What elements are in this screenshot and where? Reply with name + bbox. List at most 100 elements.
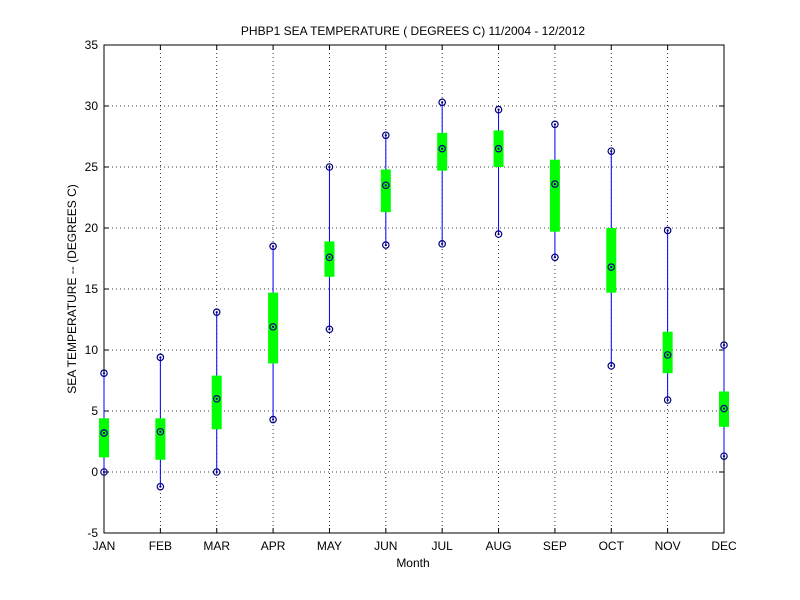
x-tick-label: APR — [261, 539, 286, 553]
median-marker-ring — [382, 181, 390, 190]
median-marker-dot — [610, 265, 613, 269]
boxplot-series — [99, 98, 729, 491]
x-tick-label: FEB — [149, 539, 172, 553]
median-marker — [100, 429, 108, 437]
median-marker-dot — [271, 325, 275, 328]
x-tick-label: JUL — [432, 539, 454, 553]
median-marker-ring — [720, 404, 728, 413]
max-marker-dot — [441, 101, 444, 104]
y-tick-label: 30 — [85, 99, 99, 113]
y-axis-label: SEA TEMPERATURE -- (DEGREES C) — [65, 184, 79, 394]
max-marker-dot — [102, 372, 106, 375]
y-tick-label: 0 — [91, 465, 98, 479]
max-marker-dot — [610, 150, 613, 153]
max-marker — [156, 353, 165, 362]
min-marker — [607, 362, 616, 370]
max-marker-ring — [607, 147, 616, 155]
box-jul — [437, 98, 448, 248]
x-tick-label: AUG — [486, 539, 512, 553]
median-marker-dot — [159, 430, 162, 433]
median-marker — [212, 394, 221, 403]
min-marker — [325, 325, 334, 334]
iqr-box — [99, 418, 109, 458]
min-marker-ring — [551, 253, 559, 262]
min-marker — [438, 240, 446, 248]
median-marker — [494, 144, 503, 153]
min-marker-dot — [159, 485, 162, 488]
iqr-box — [324, 241, 335, 277]
max-marker-dot — [666, 229, 669, 232]
min-marker — [156, 482, 165, 491]
max-marker — [720, 341, 728, 349]
min-marker-dot — [722, 455, 726, 458]
iqr-box — [662, 331, 673, 374]
min-marker — [100, 468, 108, 476]
min-marker-ring — [269, 415, 277, 424]
x-tick-label: MAR — [203, 539, 230, 553]
min-marker — [382, 241, 390, 249]
chart-title: PHBP1 SEA TEMPERATURE ( DEGREES C) 11/20… — [241, 24, 585, 38]
max-marker-ring — [382, 131, 390, 140]
min-marker — [494, 230, 503, 238]
median-marker — [269, 323, 277, 331]
max-marker — [551, 120, 559, 129]
min-marker-ring — [438, 240, 446, 248]
max-marker — [607, 147, 616, 155]
median-marker — [663, 351, 672, 359]
box-sep — [549, 120, 560, 262]
max-marker-ring — [494, 105, 503, 114]
max-marker-ring — [269, 242, 277, 251]
median-marker-dot — [553, 182, 557, 186]
median-marker-dot — [102, 431, 106, 435]
min-marker — [551, 253, 559, 262]
min-marker — [720, 452, 728, 460]
min-marker-ring — [212, 468, 221, 476]
median-marker — [720, 404, 728, 413]
median-marker — [607, 263, 616, 271]
iqr-box — [549, 159, 560, 232]
median-marker-dot — [497, 147, 500, 150]
min-marker-dot — [610, 364, 613, 367]
iqr-box — [606, 228, 617, 293]
max-marker-dot — [159, 356, 162, 359]
iqr-box — [380, 169, 391, 213]
x-tick-label: DEC — [711, 539, 737, 553]
box-oct — [606, 147, 617, 370]
iqr-box — [268, 292, 279, 364]
min-marker-ring — [156, 482, 165, 491]
median-marker — [325, 253, 334, 262]
max-marker — [212, 308, 221, 316]
box-aug — [493, 105, 504, 238]
median-marker-ring — [663, 351, 672, 359]
max-marker-ring — [551, 120, 559, 129]
min-marker-ring — [720, 452, 728, 460]
max-marker-ring — [212, 308, 221, 316]
median-marker-ring — [100, 429, 108, 437]
max-marker-dot — [384, 134, 387, 137]
max-marker — [325, 163, 334, 171]
max-marker-ring — [663, 226, 672, 235]
max-marker-ring — [156, 353, 165, 362]
box-mar — [211, 308, 222, 476]
min-marker-ring — [100, 468, 108, 476]
median-marker-ring — [212, 394, 221, 403]
y-tick-label: 10 — [85, 343, 99, 357]
median-marker-dot — [215, 397, 218, 400]
max-marker — [382, 131, 390, 140]
box-jan — [99, 369, 109, 476]
min-marker-dot — [384, 243, 387, 247]
iqr-box — [155, 418, 166, 460]
median-marker — [382, 181, 390, 190]
max-marker-ring — [720, 341, 728, 349]
min-marker-ring — [325, 325, 334, 334]
y-tick-label: 15 — [85, 282, 99, 296]
x-tick-label: SEP — [543, 539, 567, 553]
min-marker-dot — [215, 470, 218, 474]
max-marker-ring — [100, 369, 108, 377]
median-marker-dot — [384, 184, 387, 187]
max-marker-ring — [325, 163, 334, 171]
min-marker-dot — [553, 256, 557, 259]
x-axis-label: Month — [396, 556, 429, 570]
